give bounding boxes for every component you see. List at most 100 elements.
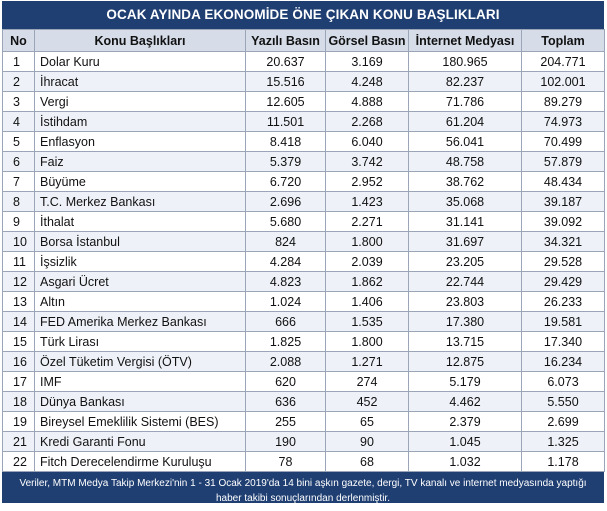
- topic-name: İthalat: [34, 211, 246, 232]
- internet-media-value: 1.032: [408, 451, 522, 472]
- print-media-value: 666: [245, 311, 326, 332]
- row-number: 10: [2, 231, 35, 252]
- table-row: 10 Borsa İstanbul 824 1.800 31.697 34.321: [2, 231, 605, 252]
- visual-media-value: 90: [325, 431, 409, 452]
- topic-name: Büyüme: [34, 171, 246, 192]
- internet-media-value: 71.786: [408, 91, 522, 112]
- total-value: 2.699: [521, 411, 605, 432]
- topic-name: Özel Tüketim Vergisi (ÖTV): [34, 351, 246, 372]
- visual-media-value: 1.406: [325, 291, 409, 312]
- topic-name: Dolar Kuru: [34, 51, 246, 72]
- row-number: 8: [2, 191, 35, 212]
- row-number: 5: [2, 131, 35, 152]
- topic-name: Altın: [34, 291, 246, 312]
- print-media-value: 12.605: [245, 91, 326, 112]
- topic-name: Borsa İstanbul: [34, 231, 246, 252]
- topic-name: Türk Lirası: [34, 331, 246, 352]
- total-value: 39.187: [521, 191, 605, 212]
- internet-media-value: 1.045: [408, 431, 522, 452]
- visual-media-value: 2.271: [325, 211, 409, 232]
- table-row: 22 Fitch Derecelendirme Kuruluşu 78 68 1.032…: [2, 451, 605, 472]
- row-number: 4: [2, 111, 35, 132]
- visual-media-value: 6.040: [325, 131, 409, 152]
- visual-media-value: 2.039: [325, 251, 409, 272]
- table-row: 16 Özel Tüketim Vergisi (ÖTV) 2.088 1.271 12…: [2, 351, 605, 372]
- internet-media-value: 48.758: [408, 151, 522, 172]
- topic-name: Kredi Garanti Fonu: [34, 431, 246, 452]
- table-body: 1 Dolar Kuru 20.637 3.169 180.965 204.771 2 İhr…: [2, 51, 605, 472]
- topic-name: Vergi: [34, 91, 246, 112]
- column-header-total: Toplam: [521, 29, 605, 52]
- row-number: 19: [2, 411, 35, 432]
- total-value: 102.001: [521, 71, 605, 92]
- visual-media-value: 2.952: [325, 171, 409, 192]
- row-number: 14: [2, 311, 35, 332]
- print-media-value: 15.516: [245, 71, 326, 92]
- column-header-topic: Konu Başlıkları: [34, 29, 246, 52]
- visual-media-value: 274: [325, 371, 409, 392]
- table-row: 9 İthalat 5.680 2.271 31.141 39.092: [2, 211, 605, 232]
- table-row: 1 Dolar Kuru 20.637 3.169 180.965 204.771: [2, 51, 605, 72]
- row-number: 17: [2, 371, 35, 392]
- table-row: 7 Büyüme 6.720 2.952 38.762 48.434: [2, 171, 605, 192]
- print-media-value: 20.637: [245, 51, 326, 72]
- print-media-value: 824: [245, 231, 326, 252]
- visual-media-value: 4.888: [325, 91, 409, 112]
- internet-media-value: 2.379: [408, 411, 522, 432]
- table-row: 8 T.C. Merkez Bankası 2.696 1.423 35.068 39.1…: [2, 191, 605, 212]
- print-media-value: 4.284: [245, 251, 326, 272]
- column-header-internet-media: İnternet Medyası: [408, 29, 522, 52]
- table-row: 3 Vergi 12.605 4.888 71.786 89.279: [2, 91, 605, 112]
- table-row: 17 IMF 620 274 5.179 6.073: [2, 371, 605, 392]
- internet-media-value: 17.380: [408, 311, 522, 332]
- print-media-value: 11.501: [245, 111, 326, 132]
- visual-media-value: 1.800: [325, 231, 409, 252]
- print-media-value: 636: [245, 391, 326, 412]
- table-row: 6 Faiz 5.379 3.742 48.758 57.879: [2, 151, 605, 172]
- print-media-value: 2.088: [245, 351, 326, 372]
- total-value: 29.429: [521, 271, 605, 292]
- internet-media-value: 13.715: [408, 331, 522, 352]
- print-media-value: 6.720: [245, 171, 326, 192]
- topics-table: No Konu Başlıkları Yazılı Basın Görsel B…: [2, 29, 605, 472]
- internet-media-value: 5.179: [408, 371, 522, 392]
- table-row: 11 İşsizlik 4.284 2.039 23.205 29.528: [2, 251, 605, 272]
- topic-name: IMF: [34, 371, 246, 392]
- topic-name: FED Amerika Merkez Bankası: [34, 311, 246, 332]
- row-number: 1: [2, 51, 35, 72]
- row-number: 3: [2, 91, 35, 112]
- visual-media-value: 3.742: [325, 151, 409, 172]
- internet-media-value: 22.744: [408, 271, 522, 292]
- topic-name: İşsizlik: [34, 251, 246, 272]
- internet-media-value: 180.965: [408, 51, 522, 72]
- column-header-print-media: Yazılı Basın: [245, 29, 326, 52]
- row-number: 11: [2, 251, 35, 272]
- internet-media-value: 35.068: [408, 191, 522, 212]
- total-value: 5.550: [521, 391, 605, 412]
- topic-name: Asgari Ücret: [34, 271, 246, 292]
- row-number: 7: [2, 171, 35, 192]
- row-number: 9: [2, 211, 35, 232]
- print-media-value: 4.823: [245, 271, 326, 292]
- row-number: 18: [2, 391, 35, 412]
- print-media-value: 8.418: [245, 131, 326, 152]
- topic-name: İhracat: [34, 71, 246, 92]
- row-number: 16: [2, 351, 35, 372]
- visual-media-value: 1.423: [325, 191, 409, 212]
- table-header-row: No Konu Başlıkları Yazılı Basın Görsel B…: [2, 29, 605, 52]
- topic-name: Faiz: [34, 151, 246, 172]
- internet-media-value: 61.204: [408, 111, 522, 132]
- total-value: 29.528: [521, 251, 605, 272]
- topic-name: Fitch Derecelendirme Kuruluşu: [34, 451, 246, 472]
- visual-media-value: 1.535: [325, 311, 409, 332]
- internet-media-value: 12.875: [408, 351, 522, 372]
- print-media-value: 78: [245, 451, 326, 472]
- topic-name: İstihdam: [34, 111, 246, 132]
- table-row: 18 Dünya Bankası 636 452 4.462 5.550: [2, 391, 605, 412]
- total-value: 34.321: [521, 231, 605, 252]
- print-media-value: 190: [245, 431, 326, 452]
- internet-media-value: 31.697: [408, 231, 522, 252]
- visual-media-value: 1.862: [325, 271, 409, 292]
- internet-media-value: 23.205: [408, 251, 522, 272]
